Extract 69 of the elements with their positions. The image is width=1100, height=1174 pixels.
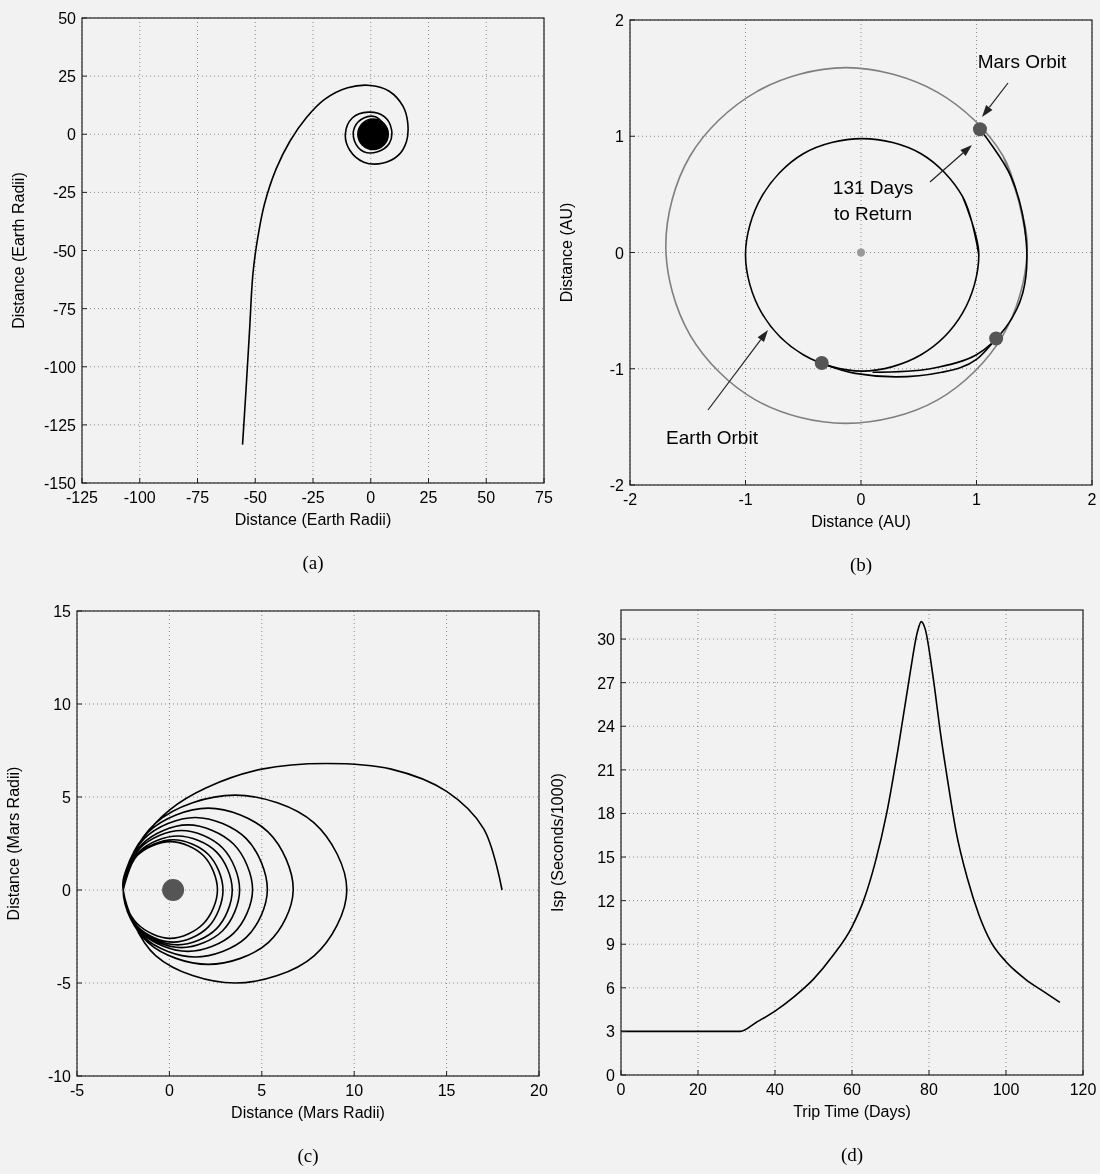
x-tick-label: 2: [1087, 491, 1097, 508]
y-tick-label: -5: [56, 975, 72, 992]
y-tick-label: 5: [62, 789, 72, 806]
y-tick-label: -1: [609, 360, 625, 378]
y-tick-label: 0: [62, 882, 72, 899]
y-axis-title: Distance (AU): [558, 202, 575, 303]
x-tick-label: 10: [345, 1082, 364, 1099]
y-tick-label: 9: [606, 936, 616, 954]
y-tick-label: 15: [597, 849, 616, 867]
x-tick-label: -75: [185, 489, 210, 506]
y-axis-title: Distance (Earth Radii): [10, 172, 27, 329]
x-tick-label: 5: [257, 1082, 267, 1099]
x-tick-label: 80: [920, 1081, 938, 1098]
annotation: Earth Orbit: [666, 427, 759, 448]
x-tick-label: 25: [419, 489, 438, 506]
annotation: 131 Days to Return: [832, 177, 914, 224]
x-tick-label: -50: [243, 489, 267, 506]
y-tick-label: 24: [597, 718, 616, 736]
y-tick-label: 6: [606, 979, 616, 997]
x-axis-title: Trip Time (Days): [793, 1103, 911, 1120]
y-tick-label: 0: [606, 1067, 616, 1084]
y-tick-label: -150: [43, 475, 77, 492]
y-tick-label: 3: [606, 1023, 616, 1041]
text: (d): [840, 1144, 864, 1166]
y-tick-label: 27: [597, 674, 616, 692]
y-axis-title: Isp (Seconds/1000): [549, 773, 566, 912]
x-tick-label: 50: [477, 489, 496, 506]
y-tick-label: 30: [597, 631, 616, 649]
x-tick-label: 120: [1069, 1081, 1097, 1098]
y-tick-label: 12: [597, 892, 616, 910]
x-tick-label: -25: [301, 489, 325, 506]
y-tick-label: 1: [615, 128, 625, 146]
y-tick-label: 18: [597, 805, 616, 823]
y-axis-title: Distance (Mars Radii): [5, 766, 22, 921]
y-tick-label: 0: [67, 126, 77, 144]
y-tick-label: 25: [58, 68, 77, 86]
x-tick-label: 15: [437, 1082, 456, 1099]
x-tick-label: 20: [689, 1081, 707, 1098]
y-tick-label: -2: [609, 477, 625, 494]
x-tick-label: 20: [530, 1082, 548, 1099]
y-tick-label: -25: [52, 184, 77, 202]
x-tick-label: 0: [856, 491, 866, 508]
y-tick-label: 50: [58, 10, 77, 27]
x-axis-title: Distance (Mars Radii): [231, 1104, 385, 1121]
y-tick-label: 21: [597, 761, 616, 779]
y-tick-label: -100: [43, 358, 77, 376]
x-tick-label: -100: [123, 489, 156, 506]
x-tick-label: 60: [843, 1081, 861, 1098]
text: (b): [849, 554, 873, 576]
y-tick-label: 10: [53, 696, 72, 713]
x-axis-title: Distance (Earth Radii): [234, 511, 392, 528]
y-tick-label: -125: [43, 416, 77, 434]
y-tick-label: -75: [52, 300, 77, 318]
y-tick-label: -50: [52, 242, 77, 260]
x-tick-label: 75: [535, 489, 553, 506]
text: (a): [302, 552, 324, 574]
x-tick-label: 1: [972, 491, 982, 508]
x-axis-title: Distance (AU): [811, 513, 911, 530]
x-tick-label: 0: [366, 489, 376, 506]
y-tick-label: -10: [47, 1068, 72, 1085]
annotation: Mars Orbit: [977, 51, 1068, 72]
y-tick-label: 15: [53, 603, 72, 620]
x-tick-label: 100: [992, 1081, 1020, 1098]
x-tick-label: -1: [738, 491, 753, 508]
y-tick-label: 0: [615, 244, 625, 262]
text: (c): [297, 1145, 319, 1167]
x-tick-label: 0: [164, 1082, 174, 1099]
y-tick-label: 2: [615, 12, 625, 29]
x-tick-label: 40: [766, 1081, 784, 1098]
